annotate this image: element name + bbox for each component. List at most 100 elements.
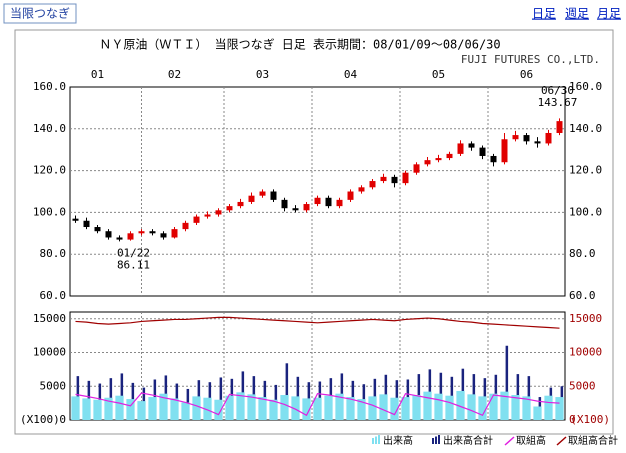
- volume-bar: [170, 398, 179, 420]
- candle-body: [402, 172, 409, 184]
- chart-frame: [14, 29, 614, 435]
- y-tick-label: 80.0: [569, 247, 596, 260]
- volume-bar: [401, 397, 410, 420]
- annotation: 86.11: [117, 258, 150, 271]
- candle-body: [358, 187, 365, 192]
- candle-body: [215, 210, 222, 215]
- legend-swatch: [556, 436, 567, 446]
- candle-body: [138, 231, 145, 234]
- candle-body: [259, 191, 266, 196]
- candle-body: [501, 139, 508, 163]
- candle-body: [556, 121, 563, 133]
- unit-label: (X100): [20, 413, 60, 426]
- candle-body: [160, 233, 167, 238]
- volume-bar: [159, 393, 168, 420]
- candle-body: [248, 195, 255, 202]
- legend-swatch: [378, 435, 380, 444]
- x-tick-label: 02: [168, 68, 181, 81]
- candle-body: [182, 222, 189, 230]
- volume-bar: [533, 406, 542, 420]
- candle-body: [336, 199, 343, 207]
- y-tick-label: 15000: [33, 312, 66, 325]
- y-tick-label: 5000: [40, 379, 67, 392]
- volume-bar: [115, 395, 124, 420]
- tab: 当限つなぎ: [10, 7, 70, 21]
- link[interactable]: 日足: [532, 7, 556, 21]
- volume-bar: [423, 391, 432, 420]
- annotation: 01/22: [117, 246, 150, 259]
- volume-bar: [203, 397, 212, 420]
- candle-body: [149, 231, 156, 234]
- x-tick-label: 01: [91, 68, 104, 81]
- volume-bar: [291, 396, 300, 420]
- y-tick-label: 160.0: [569, 80, 602, 93]
- volume-bar: [324, 395, 333, 420]
- y-tick-label: 60.0: [569, 289, 596, 302]
- candle-body: [94, 227, 101, 232]
- y2-tick-label: 15000: [569, 312, 602, 325]
- legend-swatch: [432, 438, 434, 444]
- y-tick-label: 120.0: [33, 164, 66, 177]
- candle-body: [545, 132, 552, 144]
- candle-body: [281, 199, 288, 209]
- y-tick-label: 140.0: [33, 122, 66, 135]
- annotation: 06/30: [541, 84, 574, 97]
- candle-body: [237, 201, 244, 207]
- volume-bar: [511, 395, 520, 420]
- subtitle: FUJI FUTURES CO.,LTD.: [461, 53, 600, 66]
- volume-bar: [280, 395, 289, 420]
- volume-bar: [335, 393, 344, 420]
- candle-body: [347, 191, 354, 200]
- candle-body: [193, 216, 200, 223]
- candle-body: [325, 197, 332, 207]
- volume-bar: [456, 390, 465, 420]
- y-tick-label: 160.0: [33, 80, 66, 93]
- candle-body: [435, 158, 442, 161]
- link[interactable]: 月足: [597, 7, 621, 21]
- volume-bar: [522, 396, 531, 420]
- volume-bar: [505, 345, 509, 420]
- volume-bar: [467, 394, 476, 420]
- candle-body: [424, 160, 431, 165]
- link[interactable]: 週足: [565, 7, 589, 21]
- candle-body: [523, 135, 530, 142]
- candle-body: [479, 147, 486, 156]
- candle-body: [391, 176, 398, 184]
- candle-body: [83, 220, 90, 228]
- candle-body: [314, 197, 321, 205]
- volume-bar: [236, 392, 245, 420]
- y-tick-label: 140.0: [569, 122, 602, 135]
- candle-body: [369, 181, 376, 188]
- candle-body: [468, 143, 475, 148]
- volume-bar: [258, 397, 267, 420]
- volume-bar: [148, 397, 157, 420]
- candle-body: [303, 204, 310, 211]
- candle-body: [446, 153, 453, 159]
- y-tick-label: 0: [59, 413, 66, 426]
- x-tick-label: 03: [256, 68, 269, 81]
- legend-swatch: [504, 436, 515, 446]
- candle-body: [270, 191, 277, 200]
- legend-swatch: [372, 438, 374, 444]
- volume-bar: [390, 397, 399, 420]
- volume-bar: [104, 397, 113, 420]
- chart-title: ＮＹ原油（ＷＴＩ） 当限つなぎ 日足 表示期間：08/01/09～08/06/3…: [99, 38, 500, 52]
- volume-bar: [555, 397, 564, 420]
- candle-body: [292, 208, 299, 211]
- volume-bar: [379, 394, 388, 420]
- x-tick-label: 05: [432, 68, 445, 81]
- y2-tick-label: 0: [569, 413, 576, 426]
- volume-bar: [269, 399, 278, 420]
- legend-swatch: [375, 436, 377, 444]
- y2-tick-label: 10000: [569, 346, 602, 359]
- candle-body: [380, 176, 387, 182]
- legend-label: 出来高合計: [443, 434, 493, 447]
- volume-bar: [285, 363, 289, 420]
- candle-body: [512, 135, 519, 140]
- volume-line: [75, 316, 560, 329]
- y-tick-label: 80.0: [40, 247, 67, 260]
- legend-label: 取組高合計: [568, 434, 618, 447]
- volume-bar: [219, 377, 223, 420]
